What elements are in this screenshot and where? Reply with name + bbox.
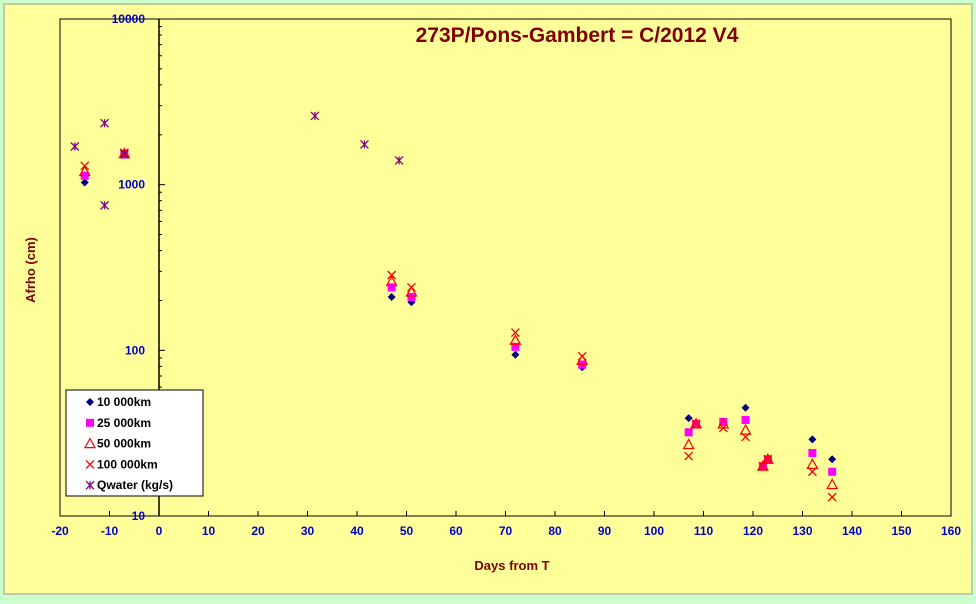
point-50-000km	[756, 459, 769, 471]
point-25-000km	[741, 415, 750, 424]
point-100-000km	[741, 432, 751, 442]
x-tick-label: 40	[350, 524, 364, 538]
y-tick-labels: 10 100 1000 10000	[112, 12, 146, 523]
point-25-000km	[407, 292, 416, 301]
legend-label-50-000km: 50 000km	[97, 437, 151, 451]
x-tick-label: 20	[251, 524, 265, 538]
point-100-000km	[577, 351, 587, 361]
x-tick-label: 70	[499, 524, 513, 538]
point-qwater-kg-s	[70, 142, 80, 151]
x-tick-label: 140	[842, 524, 862, 538]
point-25-000km	[828, 467, 837, 476]
point-50-000km	[739, 423, 752, 435]
point-25-000km	[808, 449, 817, 458]
point-qwater-kg-s	[359, 139, 369, 149]
point-50-000km	[806, 458, 819, 469]
legend-label-100-000km: 100 000km	[97, 457, 158, 471]
point-50-000km	[385, 275, 398, 287]
point-100-000km	[691, 419, 701, 429]
legend-label-25-000km: 25 000km	[97, 416, 151, 430]
x-tick-label: 150	[891, 524, 911, 538]
x-tick-label: -20	[51, 524, 69, 538]
legend-label-10-000km: 10 000km	[97, 395, 151, 409]
point-100-000km	[763, 454, 773, 464]
point-50-000km	[405, 285, 418, 297]
point-25-000km	[511, 342, 520, 351]
point-50-000km	[78, 165, 91, 177]
point-50-000km	[690, 417, 703, 429]
point-100-000km	[80, 161, 90, 171]
x-tick-label: 60	[449, 524, 463, 538]
data-points	[70, 111, 839, 502]
point-100-000km	[684, 451, 694, 461]
point-25-000km	[719, 417, 728, 426]
y-tick-label: 10	[132, 509, 146, 523]
point-100-000km	[387, 270, 397, 280]
y-tick-label: 10000	[112, 12, 146, 26]
point-100-000km	[758, 461, 768, 471]
point-25-000km	[684, 428, 693, 437]
x-tick-label: 90	[598, 524, 612, 538]
legend-marker-qwater-kg-s	[85, 480, 95, 490]
x-tick-label: 100	[644, 524, 664, 538]
x-tick-label: 50	[400, 524, 414, 538]
point-qwater-kg-s	[100, 118, 110, 128]
point-10-000km	[387, 292, 396, 301]
point-10-000km	[684, 414, 693, 423]
x-tick-label: 30	[301, 524, 315, 538]
point-10-000km	[511, 350, 520, 359]
point-qwater-kg-s	[394, 155, 404, 165]
x-tick-label: 110	[694, 524, 714, 538]
legend-box	[65, 389, 204, 497]
point-qwater-kg-s	[119, 149, 129, 159]
x-tick-label: 160	[941, 524, 961, 538]
x-tick-label: -10	[101, 524, 119, 538]
legend-marker-10-000km	[86, 398, 94, 406]
x-tick-labels: -20 -10 0 10 20 30 40 50 60 70 80 90 100 110 120 130 140…	[51, 524, 961, 538]
point-10-000km	[808, 435, 817, 444]
point-100-000km	[718, 423, 728, 433]
x-tick-label: 0	[156, 524, 163, 538]
point-10-000km	[741, 403, 750, 412]
y-tick-label: 1000	[118, 178, 145, 192]
point-50-000km	[761, 453, 774, 464]
point-50-000km	[682, 438, 695, 450]
point-100-000km	[827, 492, 837, 502]
chart-title: 273P/Pons-Gambert = C/2012 V4	[416, 24, 739, 47]
x-tick-label: 120	[743, 524, 763, 538]
point-50-000km	[509, 334, 522, 345]
x-tick-label: 10	[202, 524, 216, 538]
point-50-000km	[826, 478, 839, 490]
point-25-000km	[387, 283, 396, 292]
point-qwater-kg-s	[100, 200, 110, 210]
point-100-000km	[510, 328, 520, 338]
point-10-000km	[80, 178, 89, 187]
point-50-000km	[576, 354, 589, 365]
point-qwater-kg-s	[310, 111, 320, 121]
legend-marker-50-000km	[83, 437, 97, 449]
point-100-000km	[406, 282, 416, 292]
point-100-000km	[807, 467, 817, 477]
x-tick-label: 80	[548, 524, 562, 538]
x-tick-label: 130	[792, 524, 812, 538]
x-axis-label: Days from T	[474, 558, 549, 573]
legend: 10 000km 25 000km 50 000km 100 000km Qwater …	[65, 389, 204, 497]
y-tick-label: 100	[125, 343, 145, 357]
point-10-000km	[828, 455, 837, 464]
legend-label-qwater-kg-s: Qwater (kg/s)	[97, 478, 173, 492]
legend-marker-25-000km	[86, 418, 94, 427]
y-axis-label: Afrho (cm)	[23, 237, 38, 303]
legend-marker-100-000km	[85, 459, 95, 469]
plot-area	[59, 18, 952, 517]
